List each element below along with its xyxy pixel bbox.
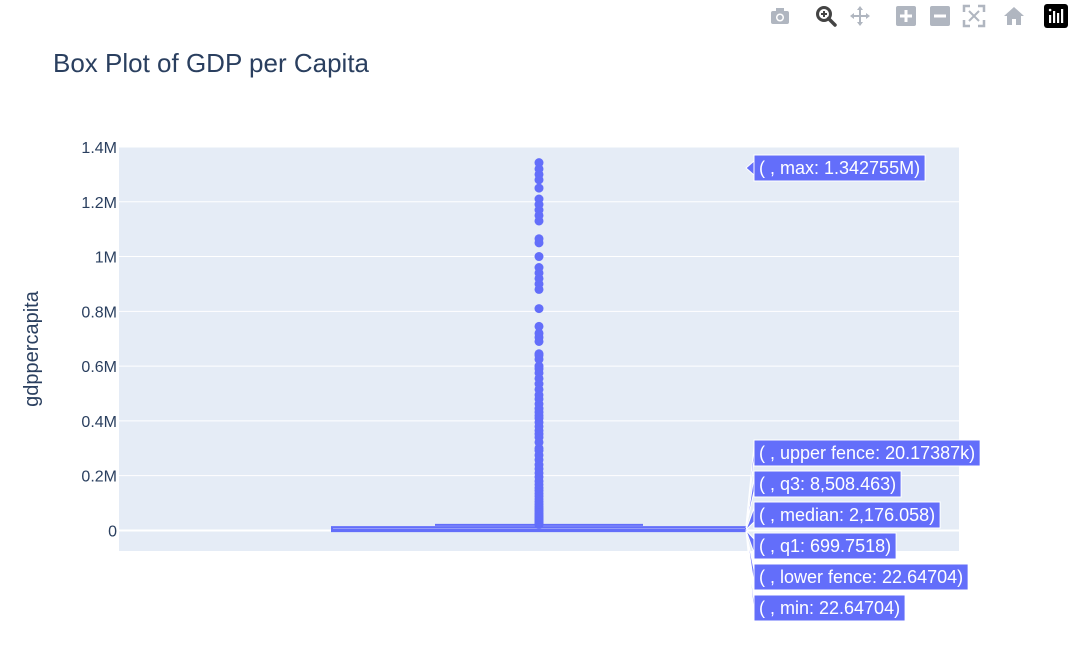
hover-label-q3: ( , q3: 8,508.463) — [745, 470, 902, 529]
y-tick-label: 0.6M — [81, 359, 117, 376]
autoscale-icon[interactable] — [962, 4, 986, 28]
svg-text:( , max: 1.342755M): ( , max: 1.342755M) — [759, 158, 920, 178]
y-axis-title: gdppercapita — [21, 290, 43, 407]
modebar — [760, 2, 1068, 30]
zoom-in-icon[interactable] — [894, 4, 918, 28]
y-tick-label: 0.2M — [81, 469, 117, 486]
zoom-icon[interactable] — [814, 4, 838, 28]
outlier-point[interactable] — [534, 252, 544, 262]
outlier-point[interactable] — [534, 263, 544, 273]
pan-icon[interactable] — [848, 4, 872, 28]
zoom-out-icon[interactable] — [928, 4, 952, 28]
outlier-point[interactable] — [534, 164, 544, 174]
y-tick-label: 1.2M — [81, 195, 117, 212]
outlier-point[interactable] — [534, 361, 544, 371]
hover-label-lower-fence: ( , lower fence: 22.64704) — [745, 530, 969, 591]
svg-text:( , q1: 699.7518): ( , q1: 699.7518) — [759, 536, 891, 556]
svg-text:( , upper fence: 20.17387k): ( , upper fence: 20.17387k) — [759, 443, 975, 463]
hover-label-upper-fence: ( , upper fence: 20.17387k) — [745, 439, 981, 525]
y-tick-label: 1.4M — [81, 140, 117, 157]
svg-text:( , q3: 8,508.463): ( , q3: 8,508.463) — [759, 474, 896, 494]
reset-axes-icon[interactable] — [1002, 4, 1026, 28]
svg-text:( , lower fence: 22.64704): ( , lower fence: 22.64704) — [759, 567, 963, 587]
outlier-point[interactable] — [534, 349, 544, 359]
svg-text:( , median: 2,176.058): ( , median: 2,176.058) — [759, 505, 935, 525]
outlier-point[interactable] — [534, 304, 544, 314]
y-tick-label: 1M — [95, 250, 117, 267]
hover-label-max: ( , max: 1.342755M) — [745, 154, 926, 182]
outlier-point[interactable] — [534, 328, 544, 338]
chart-title: Box Plot of GDP per Capita — [53, 48, 370, 78]
y-tick-label: 0 — [108, 523, 117, 540]
plotly-logo-icon[interactable] — [1044, 4, 1068, 28]
outlier-point[interactable] — [534, 158, 544, 168]
outlier-point[interactable] — [534, 321, 544, 331]
y-axis-ticks: 0 0.2M 0.4M 0.6M 0.8M 1M 1.2M 1.4M — [81, 140, 117, 540]
hover-label-min: ( , min: 22.64704) — [745, 530, 906, 622]
outlier-point[interactable] — [534, 183, 544, 193]
outlier-points[interactable] — [534, 158, 544, 529]
hover-label-q1: ( , q1: 699.7518) — [745, 529, 897, 560]
hover-label-median: ( , median: 2,176.058) — [745, 501, 941, 531]
y-tick-label: 0.8M — [81, 304, 117, 321]
svg-text:( , min: 22.64704): ( , min: 22.64704) — [759, 598, 900, 618]
hover-labels: ( , max: 1.342755M) ( , upper fence: 20.1… — [745, 154, 981, 622]
outlier-point[interactable] — [534, 234, 544, 244]
outlier-point[interactable] — [534, 194, 544, 204]
camera-icon[interactable] — [768, 4, 792, 28]
y-tick-label: 0.4M — [81, 414, 117, 431]
